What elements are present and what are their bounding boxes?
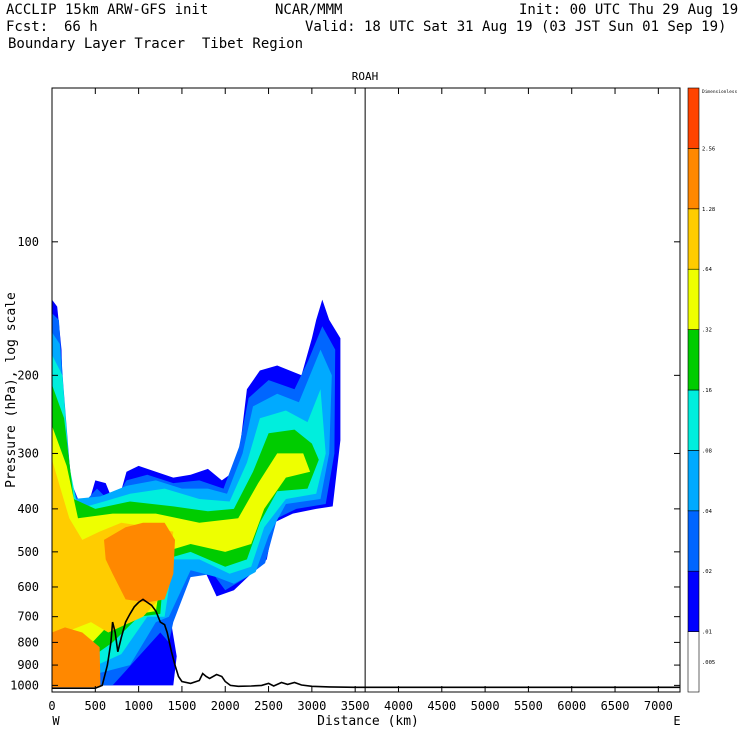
y-tick-label: 500	[17, 545, 39, 559]
x-tick-label: 6000	[557, 699, 586, 713]
x-tick-label: 7000	[644, 699, 673, 713]
x-axis-label: Distance (km)	[317, 714, 419, 729]
colorbar-label: .02	[702, 569, 712, 575]
terrain-line	[52, 598, 680, 689]
axes-group: 0 500 1000 1500 2000 2500 3000 3500 4000 4500 5000…	[10, 88, 680, 713]
x-tick-label: 1000	[124, 699, 153, 713]
x-tick-label: 5500	[514, 699, 543, 713]
colorbar: .005 .01 .02 .04 .08 .16 .32 .64 1.28 2.56 Dimensi…	[687, 87, 738, 693]
colorbar-label: .08	[702, 448, 712, 454]
colorbar-swatch	[687, 389, 700, 451]
y-tick-label: 400	[17, 502, 39, 516]
forecast-label: Fcst:	[6, 19, 49, 35]
colorbar-label: 1.28	[702, 207, 715, 213]
y-tick-label: 800	[17, 635, 39, 649]
colorbar-swatch	[687, 570, 700, 632]
y-tick-label: 900	[17, 658, 39, 672]
colorbar-label: .32	[702, 328, 712, 334]
y-tick-label: 700	[17, 610, 39, 624]
colorbar-swatch	[687, 329, 700, 391]
y-tick-label: 1000	[10, 678, 39, 692]
colorbar-label: Dimensionless	[702, 89, 738, 95]
x-tick-label: 3000	[297, 699, 326, 713]
tracer-fill-layer	[52, 299, 341, 688]
colorbar-label: .16	[702, 388, 712, 394]
tracer-band-08	[52, 627, 101, 688]
valid-time: Valid: 18 UTC Sat 31 Aug 19 (03 JST Sun …	[305, 19, 727, 35]
colorbar-swatch	[687, 148, 700, 210]
chart-title: ROAH	[352, 70, 379, 83]
x-tick-label: 4500	[427, 699, 456, 713]
colorbar-label: 2.56	[702, 146, 715, 152]
colorbar-swatch	[687, 510, 700, 572]
product-title: Boundary Layer Tracer Tibet Region	[8, 36, 304, 52]
east-label: E	[673, 714, 680, 728]
colorbar-swatch	[687, 450, 700, 512]
colorbar-label: .005	[702, 660, 715, 666]
plot-frame	[51, 87, 681, 693]
y-axis-label: Pressure (hPa), log scale	[4, 292, 19, 488]
x-tick-label: 500	[84, 699, 106, 713]
x-tick-label: 2000	[211, 699, 240, 713]
model-title: ACCLIP 15km ARW-GFS init	[6, 2, 209, 18]
y-tick-label: 100	[17, 235, 39, 249]
colorbar-label: .04	[702, 509, 713, 515]
x-tick-label: 3500	[341, 699, 370, 713]
x-tick-label: 4000	[384, 699, 413, 713]
colorbar-swatch	[687, 87, 700, 149]
colorbar-label: .01	[702, 630, 712, 636]
center-label: NCAR/MMM	[275, 2, 343, 18]
west-label: W	[52, 714, 60, 728]
x-tick-label: 5000	[471, 699, 500, 713]
x-tick-label: 1500	[167, 699, 196, 713]
tracer-band-09	[104, 522, 175, 603]
y-tick-label: 300	[17, 446, 39, 460]
colorbar-label: .64	[702, 267, 713, 273]
colorbar-swatch	[687, 268, 700, 330]
colorbar-swatch	[687, 208, 700, 270]
x-tick-label: 6500	[601, 699, 630, 713]
y-tick-label: 200	[17, 368, 39, 382]
x-tick-label: 2500	[254, 699, 283, 713]
x-tick-label: 0	[48, 699, 55, 713]
init-time: Init: 00 UTC Thu 29 Aug 19	[519, 2, 739, 18]
colorbar-swatch	[687, 631, 700, 693]
y-tick-label: 600	[17, 580, 39, 594]
forecast-hour: 66 h	[64, 19, 98, 35]
